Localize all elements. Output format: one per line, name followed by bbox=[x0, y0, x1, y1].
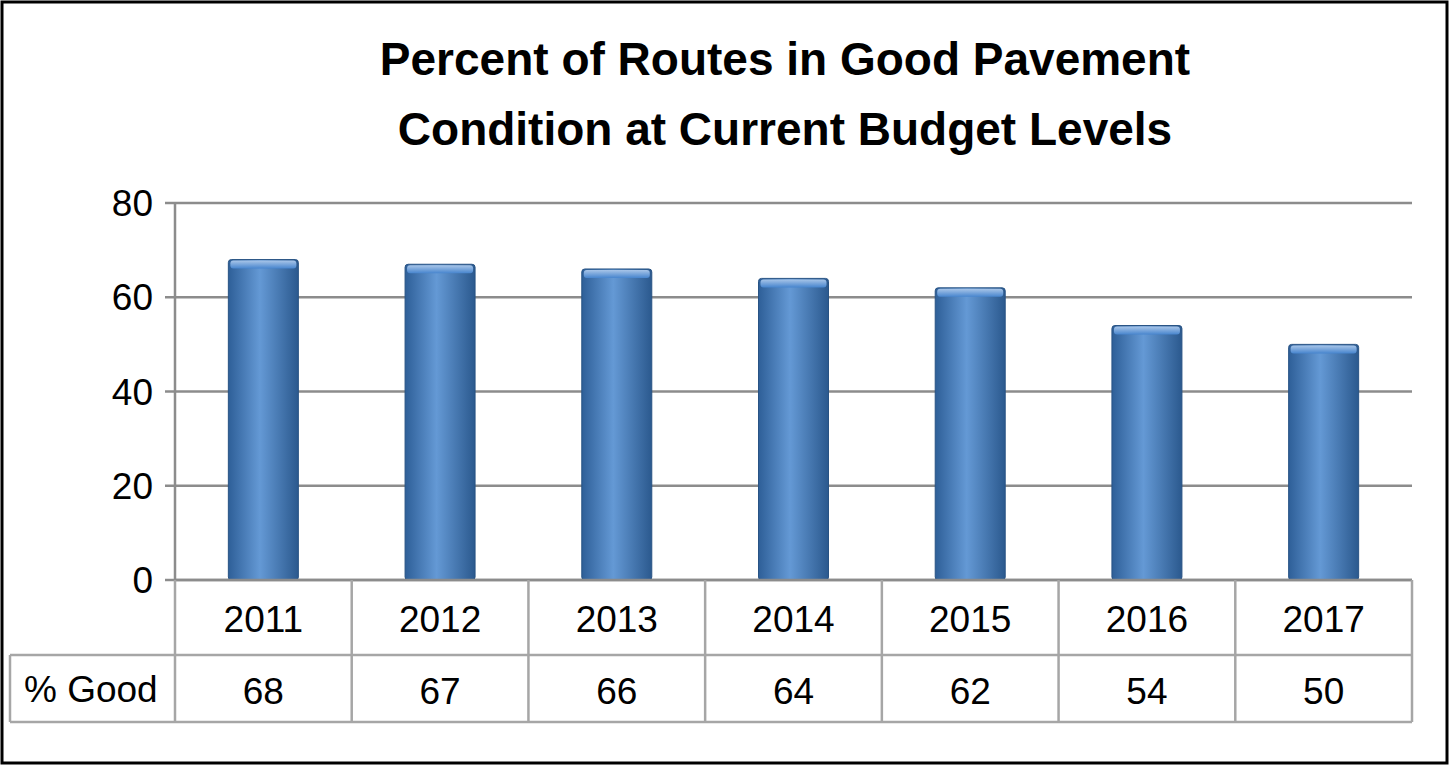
title-line: Condition at Current Budget Levels bbox=[398, 103, 1172, 155]
table-line bbox=[174, 580, 177, 722]
bar-group bbox=[1289, 344, 1359, 580]
x-tick-label: 2012 bbox=[399, 599, 481, 640]
title-line: Percent of Routes in Good Pavement bbox=[380, 33, 1190, 85]
bar bbox=[405, 264, 475, 580]
bar-highlight bbox=[761, 279, 827, 287]
bars bbox=[228, 260, 1358, 580]
x-tick-label: 2011 bbox=[224, 599, 304, 640]
tick-mark bbox=[165, 390, 175, 393]
bar bbox=[1112, 326, 1182, 580]
y-tick-label: 60 bbox=[112, 277, 153, 318]
y-tick-label: 80 bbox=[112, 183, 153, 224]
x-tick-label: 2015 bbox=[929, 599, 1011, 640]
x-tick-label: 2016 bbox=[1106, 599, 1188, 640]
bar-highlight bbox=[1291, 345, 1357, 353]
bar bbox=[759, 278, 829, 580]
bar bbox=[582, 269, 652, 580]
table-line bbox=[1411, 580, 1414, 722]
bar-group bbox=[582, 269, 652, 580]
tick-mark bbox=[165, 485, 175, 488]
legend-label: % Good bbox=[24, 669, 158, 710]
tick-mark bbox=[165, 579, 175, 582]
bar-group bbox=[759, 278, 829, 580]
table-line bbox=[527, 580, 530, 722]
bar-highlight bbox=[937, 289, 1003, 297]
x-tick-label: 2017 bbox=[1282, 599, 1364, 640]
bar bbox=[228, 260, 298, 580]
x-tick-label: 2013 bbox=[576, 599, 658, 640]
bar-highlight bbox=[407, 265, 473, 273]
data-label: 54 bbox=[1126, 671, 1167, 712]
table-line bbox=[10, 654, 1412, 657]
table-line bbox=[10, 721, 1412, 724]
bar bbox=[935, 288, 1005, 580]
title: Percent of Routes in Good Pavement Condit… bbox=[380, 33, 1190, 155]
tick-mark bbox=[165, 202, 175, 205]
bar-highlight bbox=[584, 270, 650, 278]
bar-highlight bbox=[230, 261, 296, 269]
y-tick-label: 40 bbox=[112, 372, 153, 413]
y-axis bbox=[174, 203, 177, 580]
grid-line bbox=[175, 579, 1412, 582]
bar-group bbox=[1112, 326, 1182, 580]
y-tick-label: 0 bbox=[132, 560, 153, 601]
table-line bbox=[704, 580, 707, 722]
bar-group bbox=[228, 260, 298, 580]
frame bbox=[2, 2, 1447, 763]
data-label: 66 bbox=[596, 671, 637, 712]
table-line bbox=[1057, 580, 1060, 722]
table-line bbox=[881, 580, 884, 722]
grid-line bbox=[175, 202, 1412, 205]
x-tick-label: 2014 bbox=[752, 599, 834, 640]
data-label: 50 bbox=[1303, 671, 1344, 712]
data-label: 62 bbox=[950, 671, 991, 712]
data-label: 67 bbox=[419, 671, 460, 712]
bar bbox=[1289, 344, 1359, 580]
bar-highlight bbox=[1114, 327, 1180, 335]
bar-group bbox=[405, 264, 475, 580]
bar-group bbox=[935, 288, 1005, 580]
table-line bbox=[9, 655, 12, 722]
y-tick-label: 20 bbox=[112, 466, 153, 507]
chart: Percent of Routes in Good Pavement Condit… bbox=[0, 0, 1449, 765]
data-label: 68 bbox=[243, 671, 284, 712]
table-line bbox=[1234, 580, 1237, 722]
data-label: 64 bbox=[773, 671, 814, 712]
tick-mark bbox=[165, 296, 175, 299]
table-line bbox=[350, 580, 353, 722]
x-axis bbox=[175, 579, 1412, 582]
